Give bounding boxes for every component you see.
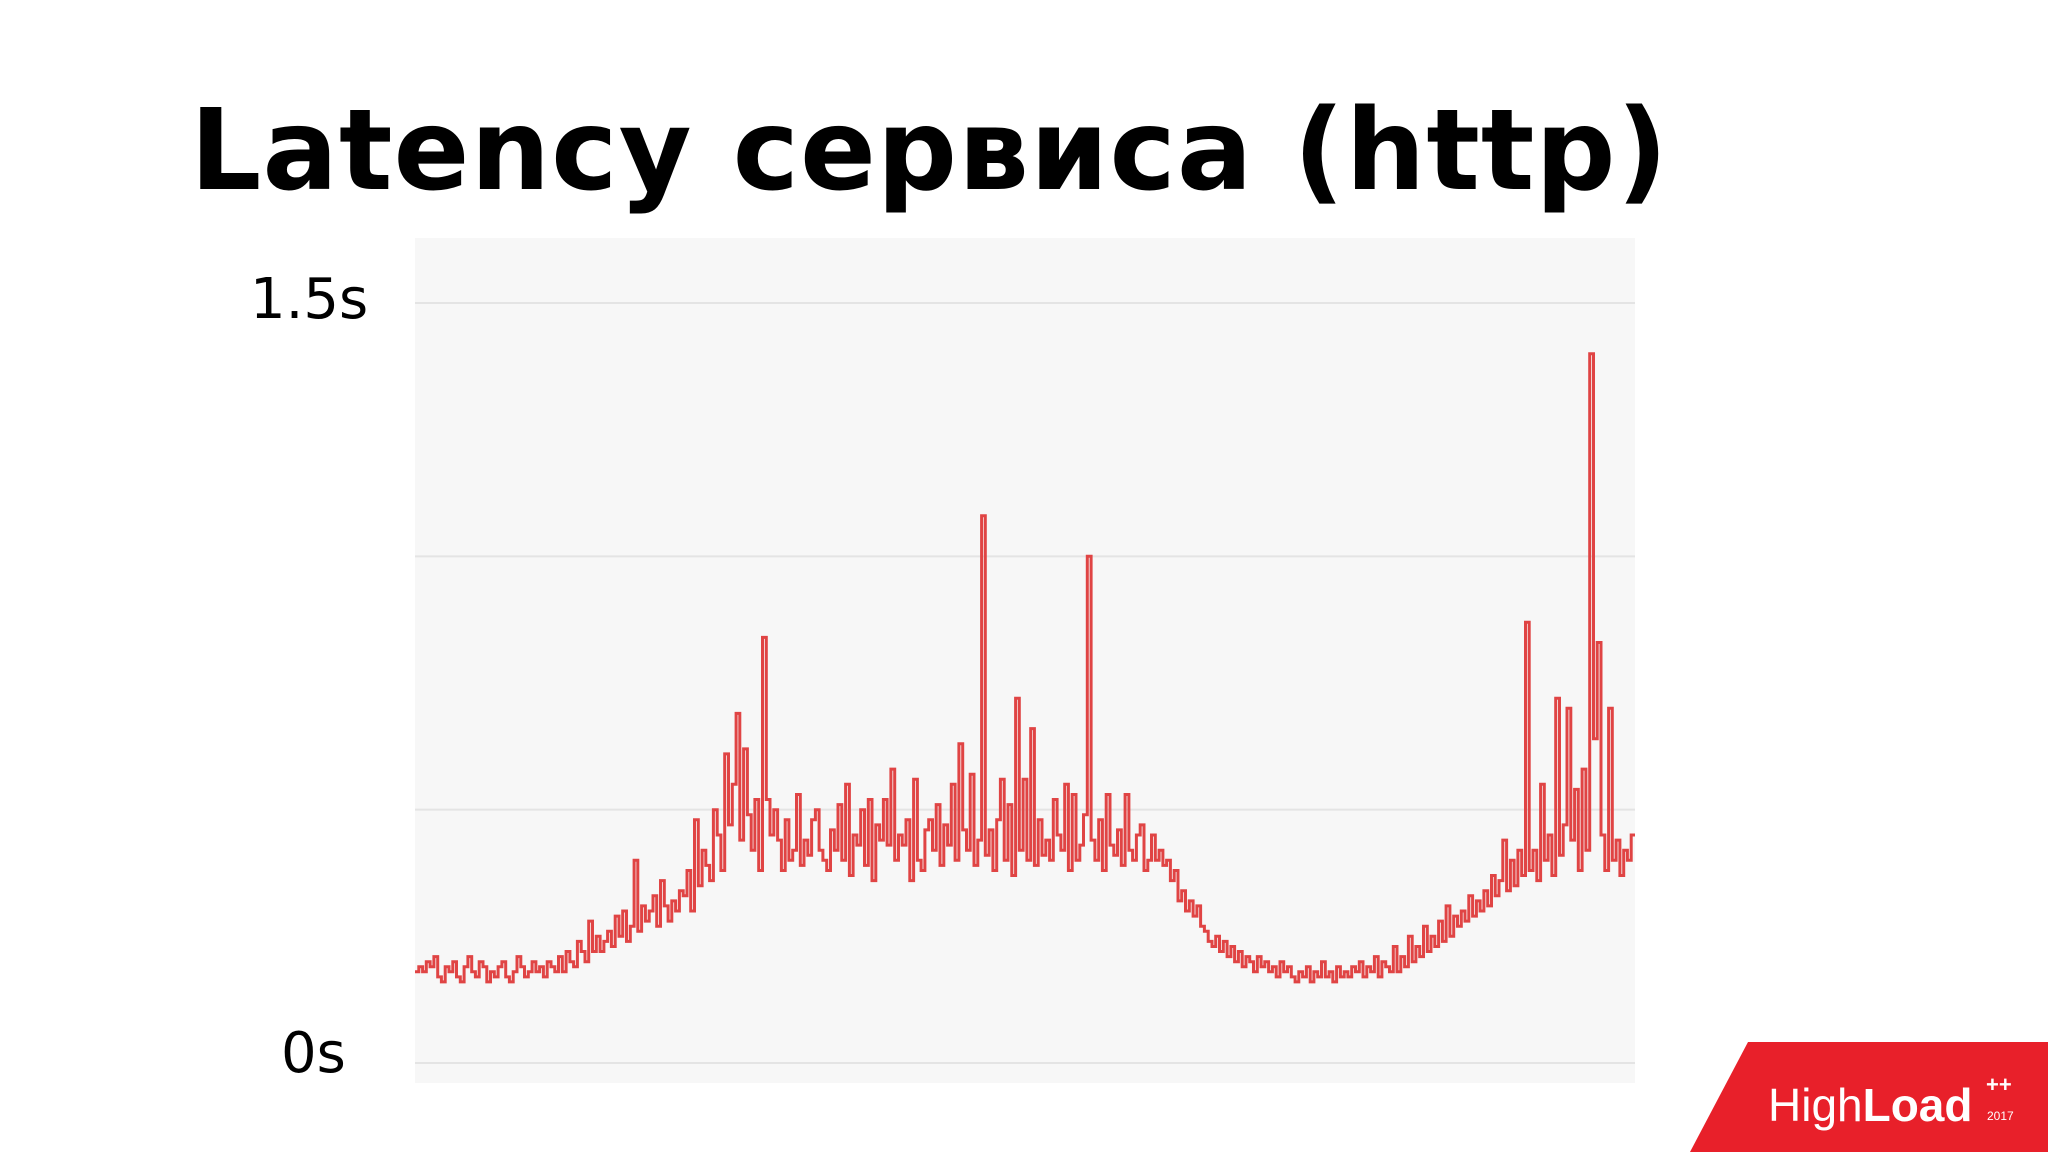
logo-year: 2017 — [1987, 1109, 2014, 1123]
logo-plus-sign: ++ — [1986, 1072, 2012, 1097]
y-tick-label-min: 0s — [281, 1021, 346, 1086]
latency-series-line — [415, 352, 1635, 984]
logo-text-light: High — [1768, 1079, 1863, 1131]
grid-lines — [415, 302, 1635, 1064]
logo-red-shape — [1690, 1042, 2048, 1152]
logo-text-bold: Load — [1862, 1079, 1973, 1131]
plot-background — [415, 238, 1635, 1083]
y-tick-label-max: 1.5s — [250, 267, 369, 332]
highload-logo-text: HighLoad — [1768, 1082, 1973, 1128]
slide-title: Latency сервиса (http) — [190, 86, 1669, 216]
highload-logo-badge — [1690, 1042, 2048, 1152]
